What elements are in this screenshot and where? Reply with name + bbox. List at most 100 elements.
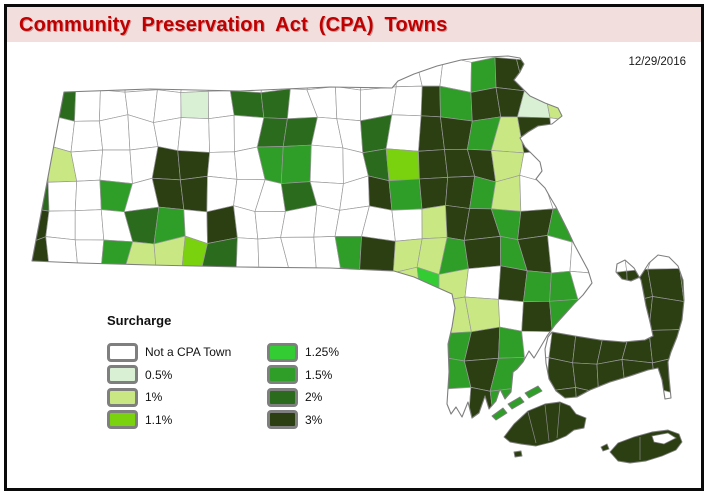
town-cell bbox=[288, 271, 317, 298]
town-cell bbox=[19, 448, 46, 487]
town-cell bbox=[439, 85, 473, 122]
town-cell bbox=[71, 56, 101, 91]
town-cell bbox=[498, 298, 524, 332]
town-cell bbox=[74, 239, 105, 274]
legend-item: 1.1% bbox=[107, 409, 267, 432]
town-cell bbox=[647, 87, 682, 122]
town-cell bbox=[100, 268, 126, 301]
town-cell bbox=[100, 239, 134, 272]
town-cell bbox=[596, 359, 626, 394]
town-cell bbox=[439, 448, 470, 485]
town-cell bbox=[335, 86, 361, 122]
elizabeth-island-1 bbox=[491, 407, 508, 421]
town-cell bbox=[624, 144, 657, 184]
town-cell bbox=[335, 56, 366, 91]
town-cell bbox=[32, 86, 51, 117]
town-cell bbox=[388, 178, 423, 211]
town-cell bbox=[465, 417, 494, 418]
town-cell bbox=[260, 60, 291, 94]
town-cell bbox=[99, 114, 131, 151]
town-cell bbox=[596, 299, 630, 336]
town-cell bbox=[516, 58, 553, 93]
town-cell bbox=[229, 90, 265, 119]
town-cell bbox=[32, 267, 50, 304]
town-cell bbox=[45, 236, 79, 274]
town-cell bbox=[283, 448, 315, 480]
town-cell bbox=[391, 85, 423, 117]
town-cell bbox=[594, 208, 623, 243]
town-cell bbox=[208, 114, 235, 153]
town-cell bbox=[596, 270, 629, 304]
town-cell bbox=[440, 116, 473, 150]
town-cell bbox=[411, 328, 448, 363]
town-cell bbox=[47, 267, 79, 305]
town-cell bbox=[673, 114, 684, 153]
town-cell bbox=[124, 268, 157, 304]
town-cell bbox=[255, 448, 284, 486]
town-cell bbox=[206, 205, 238, 244]
town-cell bbox=[359, 269, 394, 303]
town-cell bbox=[47, 388, 75, 418]
town-cell bbox=[683, 300, 684, 331]
town-cell bbox=[674, 389, 684, 418]
town-cell bbox=[75, 299, 106, 335]
town-cell bbox=[155, 56, 187, 93]
town-cell bbox=[229, 56, 266, 94]
legend-swatch bbox=[107, 410, 138, 430]
town-cell bbox=[180, 90, 210, 120]
town-cell bbox=[49, 56, 77, 92]
town-cell bbox=[648, 296, 684, 331]
town-cell bbox=[280, 144, 312, 184]
town-cell bbox=[679, 268, 684, 302]
town-cell bbox=[385, 266, 422, 306]
town-cell bbox=[126, 449, 156, 486]
legend-item: 1% bbox=[107, 386, 267, 409]
town-cell bbox=[177, 117, 210, 153]
town-cell bbox=[445, 417, 469, 418]
town-cell bbox=[256, 269, 291, 299]
town-cell bbox=[652, 357, 677, 395]
town-cell bbox=[463, 236, 502, 270]
town-cell bbox=[598, 387, 626, 418]
town-cell bbox=[595, 56, 631, 92]
town-cell bbox=[678, 210, 684, 242]
town-cell bbox=[679, 236, 684, 274]
date-label: 12/29/2016 bbox=[628, 56, 686, 68]
town-cell bbox=[517, 116, 553, 154]
town-cell bbox=[340, 295, 364, 335]
town-cell bbox=[569, 238, 603, 275]
legend-swatch bbox=[107, 365, 138, 385]
town-cell bbox=[177, 448, 211, 481]
town-cell bbox=[568, 90, 600, 121]
town-cell bbox=[361, 357, 396, 395]
town-cell bbox=[417, 422, 449, 457]
town-cell bbox=[74, 448, 107, 482]
town-cell bbox=[419, 301, 441, 334]
legend-label: 1.1% bbox=[145, 412, 173, 427]
town-cell bbox=[621, 359, 656, 389]
town-cell bbox=[360, 447, 395, 486]
page-title: Community Preservation Act (CPA) Towns bbox=[19, 14, 448, 36]
town-cell bbox=[235, 237, 260, 275]
legend-label: 1.25% bbox=[305, 345, 340, 360]
legend-item: 1.25% bbox=[267, 341, 339, 364]
town-cell bbox=[652, 209, 683, 242]
town-cell bbox=[393, 357, 413, 393]
town-cell bbox=[550, 448, 578, 485]
town-cell bbox=[334, 417, 365, 418]
town-cell bbox=[47, 114, 75, 153]
town-cell bbox=[207, 151, 238, 180]
town-cell bbox=[394, 56, 423, 88]
map-legend: Surcharge Not a CPA Town 0.5% 1% 1.1% 1.25%… bbox=[107, 313, 339, 431]
town-cell bbox=[74, 179, 102, 212]
legend-column-1: Not a CPA Town 0.5% 1% 1.1% bbox=[107, 341, 267, 431]
town-cell bbox=[153, 89, 182, 123]
title-bar: Community Preservation Act (CPA) Towns bbox=[7, 7, 701, 42]
town-cell bbox=[517, 452, 551, 485]
town-cell bbox=[150, 448, 179, 480]
town-cell bbox=[204, 453, 236, 486]
legend-item: 0.5% bbox=[107, 364, 267, 387]
legend-swatch bbox=[267, 342, 298, 362]
town-cell bbox=[47, 360, 80, 392]
